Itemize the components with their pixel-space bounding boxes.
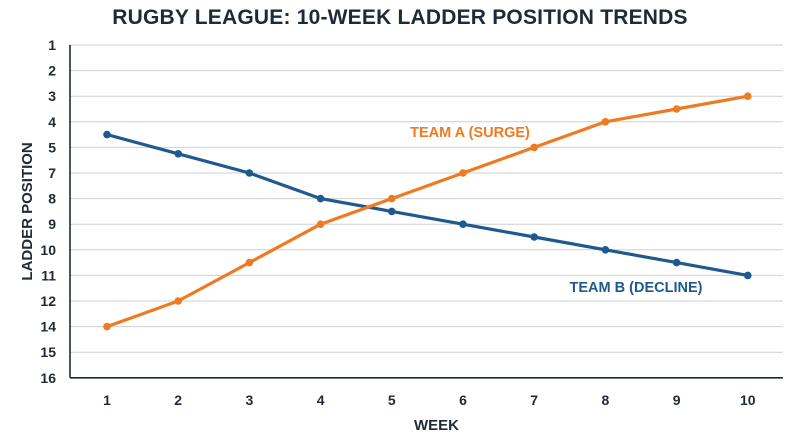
x-tick-labels: 1 2 3 4 5 6 7 8 9 10 <box>103 392 756 408</box>
x-tick-label: 10 <box>740 392 756 408</box>
x-tick-label: 9 <box>673 392 681 408</box>
x-tick-label: 1 <box>103 392 111 408</box>
y-tick-label: 16 <box>40 370 56 386</box>
data-point-team-a <box>245 258 254 267</box>
y-tick-label: 7 <box>48 165 56 181</box>
data-point-team-a <box>601 118 610 126</box>
data-point-team-a <box>744 92 752 100</box>
data-point-team-a <box>174 297 182 305</box>
x-tick-label: 3 <box>246 392 254 408</box>
y-tick-label: 4 <box>48 114 56 130</box>
data-point-team-b <box>245 169 254 177</box>
x-tick-label: 7 <box>530 392 538 408</box>
x-tick-label: 6 <box>459 392 467 408</box>
series-label-team-b: TEAM B (DECLINE) <box>570 280 703 296</box>
x-tick-label: 8 <box>602 392 610 408</box>
data-point-team-b <box>174 150 182 158</box>
data-point-team-b <box>316 194 325 203</box>
chart-title: RUGBY LEAGUE: 10-WEEK LADDER POSITION TR… <box>112 6 688 29</box>
grid-lines <box>70 44 783 379</box>
series <box>103 92 752 331</box>
y-tick-label: 11 <box>41 267 56 283</box>
y-tick-label: 8 <box>48 191 56 207</box>
data-point-team-a <box>388 194 396 203</box>
data-point-team-a <box>530 143 538 152</box>
y-tick-label: 3 <box>48 88 56 104</box>
x-tick-label: 5 <box>388 392 396 408</box>
y-tick-label: 15 <box>40 344 56 360</box>
x-tick-label: 2 <box>174 392 182 408</box>
series-label-team-a: TEAM A (SURGE) <box>410 125 530 141</box>
y-tick-label: 12 <box>40 293 56 309</box>
data-point-team-b <box>388 207 396 216</box>
data-point-team-b <box>530 233 538 241</box>
data-point-team-a <box>672 105 681 113</box>
x-tick-label: 4 <box>317 392 325 408</box>
data-point-team-b <box>601 246 610 254</box>
y-tick-label: 14 <box>40 319 56 335</box>
series-line-team-a <box>105 94 750 329</box>
series-line-team-b <box>105 133 750 277</box>
y-tick-label: 9 <box>48 216 56 232</box>
y-tick-label: 10 <box>40 242 56 258</box>
data-point-team-a <box>103 322 111 331</box>
y-tick-label: 2 <box>48 63 56 79</box>
data-point-team-b <box>672 258 681 267</box>
data-point-team-b <box>103 130 111 139</box>
y-tick-label: 1 <box>48 37 56 53</box>
axes <box>69 45 783 379</box>
y-tick-label: 5 <box>48 139 56 155</box>
data-point-team-a <box>316 220 325 228</box>
data-point-team-b <box>459 220 467 228</box>
y-axis-label: LADDER POSITION <box>19 142 36 280</box>
data-point-team-b <box>744 271 752 280</box>
data-point-team-a <box>459 169 467 177</box>
x-axis-label: WEEK <box>414 417 459 434</box>
